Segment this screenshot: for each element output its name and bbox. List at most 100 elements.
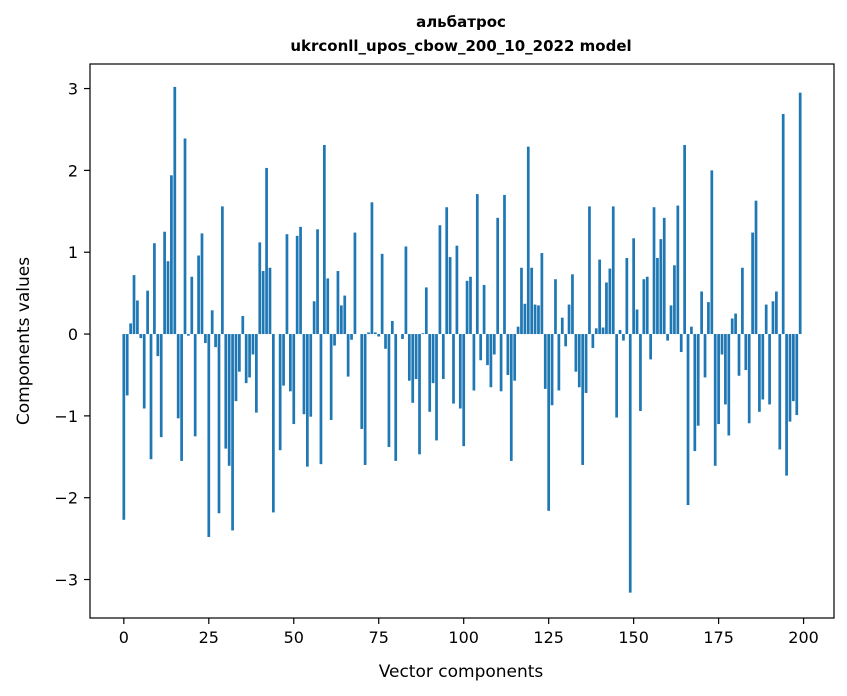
- bar-122: [537, 305, 540, 335]
- bar-71: [363, 334, 367, 465]
- bar-101: [465, 280, 469, 335]
- bar-194: [781, 113, 785, 335]
- bar-126: [550, 334, 554, 406]
- bar-121: [533, 304, 537, 335]
- bar-192: [775, 291, 778, 335]
- y-axis-ticks: −3 −2 −1 0 1 2 3: [54, 80, 90, 590]
- bar-37: [248, 334, 251, 378]
- bar-75: [377, 334, 381, 337]
- bar-94: [441, 334, 445, 380]
- bar-199: [798, 92, 802, 335]
- bar-87: [418, 334, 421, 455]
- bar-23: [200, 233, 204, 335]
- bar-187: [758, 334, 761, 412]
- bar-110: [496, 217, 500, 335]
- bar-115: [513, 334, 517, 381]
- bar-3: [132, 275, 136, 335]
- bar-170: [700, 291, 703, 335]
- bar-195: [785, 334, 788, 476]
- bar-24: [204, 334, 207, 344]
- bar-53: [302, 334, 306, 415]
- bar-36: [244, 334, 248, 384]
- bar-80: [394, 334, 398, 461]
- bar-72: [367, 332, 370, 335]
- bar-51: [295, 235, 299, 335]
- bar-27: [214, 334, 217, 348]
- bar-107: [486, 334, 489, 366]
- bar-47: [282, 334, 285, 386]
- bar-35: [241, 316, 245, 335]
- bar-77: [384, 334, 387, 349]
- bar-32: [231, 334, 234, 531]
- x-tick-label: 175: [703, 628, 734, 647]
- x-tick-label: 25: [199, 628, 219, 647]
- bar-190: [768, 334, 771, 405]
- bar-151: [635, 309, 639, 335]
- bar-44: [272, 334, 275, 513]
- bar-60: [326, 278, 330, 335]
- bar-19: [187, 334, 190, 336]
- bar-128: [557, 334, 561, 391]
- plot-frame: [89, 63, 835, 619]
- bar-4: [136, 300, 139, 335]
- bar-177: [724, 334, 727, 405]
- bar-64: [339, 305, 343, 335]
- bar-118: [523, 303, 527, 335]
- bar-0: [122, 334, 126, 520]
- bar-129: [560, 317, 564, 335]
- bar-16: [176, 334, 180, 419]
- bar-49: [289, 334, 292, 392]
- bar-26: [210, 310, 214, 335]
- bar-12: [163, 231, 166, 335]
- bar-179: [730, 318, 734, 335]
- bar-178: [727, 334, 731, 436]
- bar-78: [387, 334, 391, 447]
- bar-127: [554, 279, 557, 335]
- y-tick-label: 1: [68, 243, 78, 262]
- bar-196: [788, 334, 792, 422]
- bar-76: [380, 253, 384, 335]
- bar-11: [159, 334, 163, 438]
- x-axis-ticks: 0 25 50 75 100 125 150 175 200: [119, 618, 819, 647]
- bar-15: [173, 86, 177, 335]
- bar-96: [448, 257, 452, 335]
- bar-198: [795, 334, 799, 416]
- bar-147: [622, 334, 625, 341]
- bar-29: [221, 206, 224, 335]
- bar-13: [166, 261, 170, 335]
- bar-111: [499, 334, 503, 392]
- bar-30: [224, 334, 228, 449]
- bar-167: [690, 326, 693, 335]
- bar-1: [125, 334, 129, 396]
- bar-89: [424, 287, 428, 335]
- bar-186: [754, 200, 758, 335]
- bar-138: [591, 334, 595, 348]
- bar-193: [778, 334, 782, 450]
- bar-184: [747, 334, 751, 424]
- bar-142: [605, 282, 608, 335]
- bar-83: [404, 246, 408, 335]
- bar-131: [567, 304, 571, 335]
- bar-58: [319, 334, 323, 465]
- x-axis-label: Vector components: [379, 662, 544, 682]
- x-tick-label: 150: [618, 628, 649, 647]
- y-axis-label: Components values: [14, 257, 34, 425]
- bar-133: [574, 334, 578, 372]
- bar-174: [713, 334, 717, 466]
- bar-119: [526, 146, 530, 335]
- bar-166: [686, 334, 690, 506]
- bar-181: [737, 334, 741, 376]
- bar-185: [751, 232, 754, 335]
- bar-2: [129, 323, 132, 335]
- bar-164: [679, 334, 683, 353]
- bar-108: [489, 334, 493, 388]
- bar-22: [197, 255, 200, 335]
- bar-112: [503, 194, 506, 335]
- bar-99: [458, 334, 462, 409]
- bar-88: [421, 333, 425, 335]
- bar-63: [336, 271, 340, 335]
- bar-104: [475, 194, 479, 335]
- bars-group: [122, 86, 802, 593]
- bar-57: [316, 229, 319, 335]
